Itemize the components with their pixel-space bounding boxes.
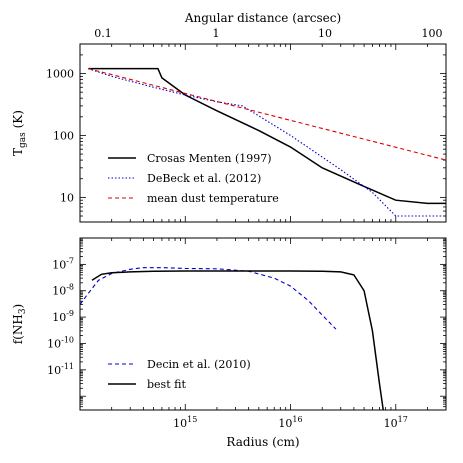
y-tick-label: 1000 [46,68,74,81]
legend-label: Crosas Menten (1997) [147,152,272,165]
y-axis-label: Tgas (K) [11,110,28,156]
y-tick-label: 10 [60,191,74,204]
abundance-panel: Decin et al. (2010) best fit 10-11 10-10 10-… [11,237,447,449]
legend-label: DeBeck et al. (2012) [147,172,261,185]
top-tick-label: 10 [318,27,332,40]
y-axis-label: f(NH3) [11,304,28,345]
series-line [88,67,446,205]
legend-label: mean dust temperature [147,192,279,205]
plot-frame [79,237,447,411]
x-tick-label: 1017 [384,415,408,430]
series-line [88,68,447,161]
x-tick-label: 1015 [173,415,197,430]
series-line [79,267,337,330]
legend-label: best fit [147,378,186,391]
temperature-panel: Crosas Menten (1997) DeBeck et al. (2012)… [11,11,447,223]
legend-label: Decin et al. (2010) [147,358,251,371]
y-tick-label: 10-11 [47,362,74,377]
y-tick-label: 10-10 [47,335,74,350]
y-tick-label: 10-7 [52,256,74,271]
top-tick-label: 0.1 [94,27,112,40]
y-tick-label: 10-9 [52,309,74,324]
top-tick-label: 100 [422,27,443,40]
plot-frame [79,43,447,223]
y-tick-label: 10-8 [52,283,74,298]
x-axis-label: Radius (cm) [226,435,299,449]
series-line [91,270,384,411]
series-line [88,68,446,217]
y-tick-label: 100 [53,129,74,142]
x-tick-label: 1016 [278,415,302,430]
top-axis-label: Angular distance (arcsec) [184,11,341,25]
top-tick-label: 1 [213,27,220,40]
